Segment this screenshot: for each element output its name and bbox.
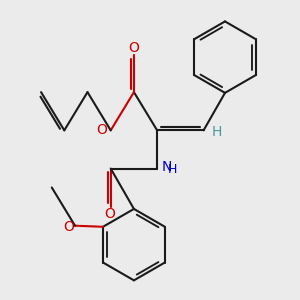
- Text: H: H: [167, 164, 177, 176]
- Text: O: O: [63, 220, 74, 235]
- Text: O: O: [96, 123, 107, 136]
- Text: O: O: [105, 207, 116, 221]
- Text: O: O: [128, 41, 139, 55]
- Text: H: H: [212, 125, 222, 139]
- Text: N: N: [161, 160, 172, 174]
